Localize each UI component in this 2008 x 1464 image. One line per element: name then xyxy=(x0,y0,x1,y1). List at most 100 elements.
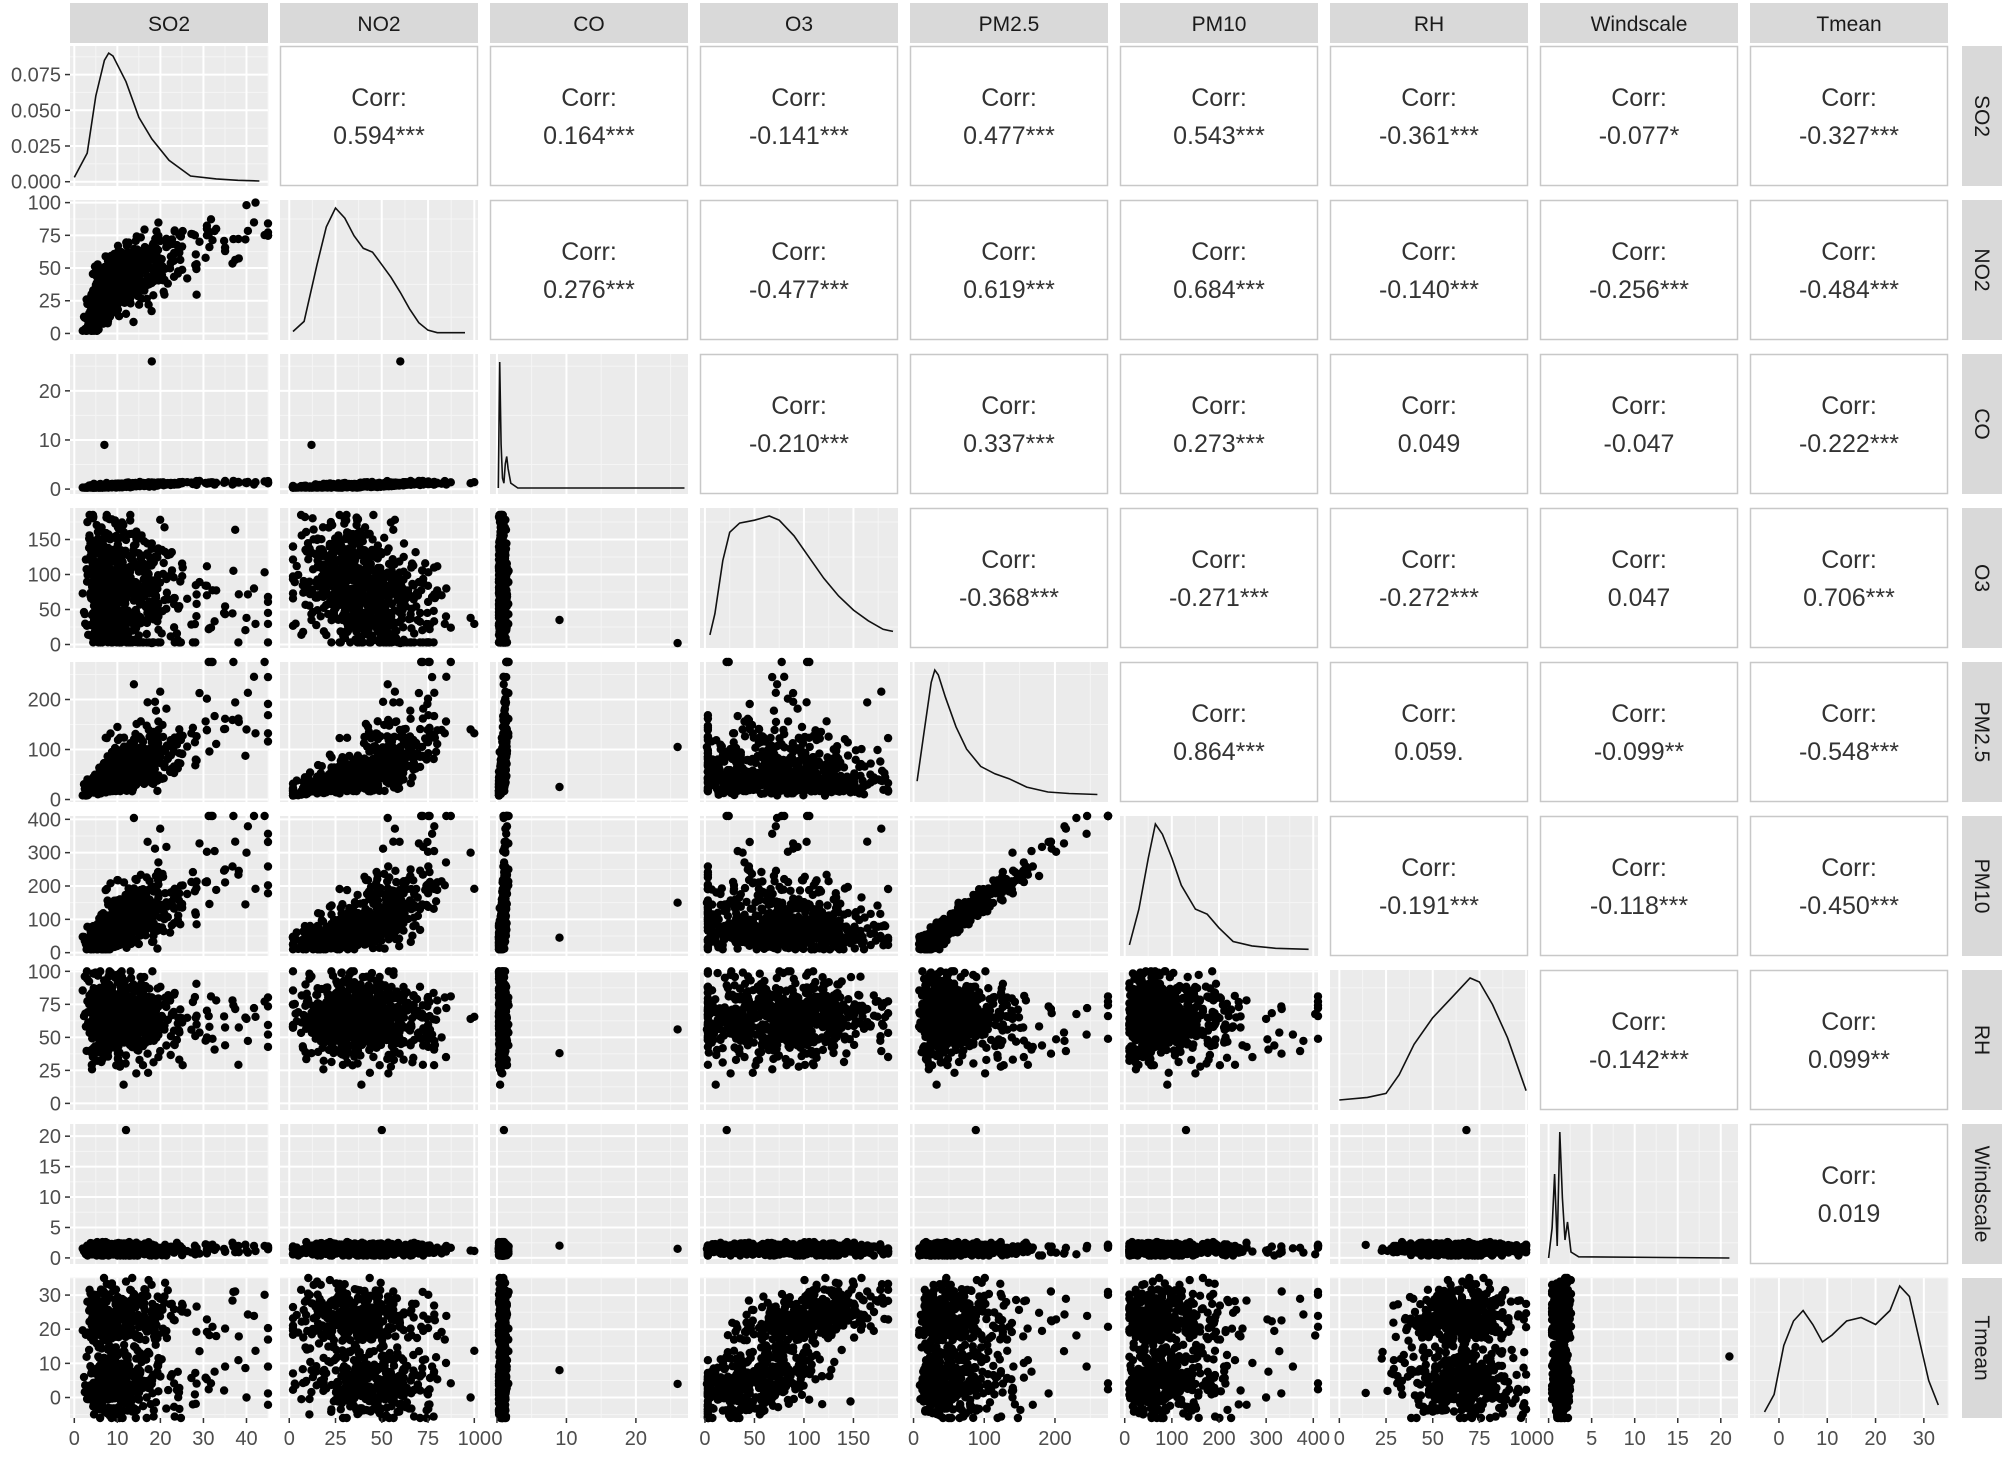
scatter-point xyxy=(442,584,451,593)
scatter-point xyxy=(159,287,168,296)
row-strip-label: O3 xyxy=(1970,564,1993,592)
scatter-point xyxy=(290,578,299,587)
scatter-point xyxy=(144,300,153,309)
scatter-point xyxy=(234,590,243,599)
scatter-point xyxy=(188,230,198,239)
scatter-point xyxy=(219,236,229,246)
scatter-point xyxy=(129,589,139,598)
scatter-point xyxy=(350,612,359,622)
scatter-point xyxy=(429,563,439,572)
scatter-point xyxy=(111,308,121,317)
scatter-point xyxy=(496,527,505,537)
corr-label: Corr: xyxy=(1401,546,1457,574)
corr-panel xyxy=(489,199,689,341)
corr-label: Corr: xyxy=(561,84,617,112)
corr-value: 0.477*** xyxy=(963,122,1055,150)
scatter-point xyxy=(147,610,157,619)
scatter-point xyxy=(121,535,131,545)
corr-label: Corr: xyxy=(771,392,827,420)
row-strip-label: Tmean xyxy=(1970,1315,1993,1380)
scatter-point xyxy=(241,235,250,244)
scatter-point xyxy=(94,305,103,314)
scatter-point xyxy=(192,260,201,269)
corr-panel xyxy=(1749,199,1949,341)
corr-label: Corr: xyxy=(1191,546,1247,574)
scatter-point xyxy=(263,672,273,682)
row-strip xyxy=(1962,508,2002,648)
scatter-point xyxy=(127,579,136,589)
scatter-point xyxy=(131,540,140,549)
scatter-point xyxy=(234,234,243,244)
scatter-point xyxy=(288,589,298,598)
scatter-point xyxy=(354,482,364,491)
scatter-point xyxy=(212,739,221,749)
scatter-point xyxy=(191,480,200,489)
scatter-point xyxy=(210,711,219,721)
scatter-point xyxy=(383,599,393,608)
scatter-point xyxy=(301,527,311,537)
corr-panel xyxy=(1329,507,1529,649)
corr-panel xyxy=(1749,507,1949,649)
scatter-point xyxy=(102,271,112,280)
scatter-point xyxy=(288,483,298,492)
scatter-point xyxy=(119,572,128,582)
scatter-point xyxy=(166,570,176,579)
plot-panel xyxy=(490,354,688,494)
scatter-point xyxy=(328,520,337,530)
scatter-point xyxy=(385,638,394,647)
corr-value: -0.256*** xyxy=(1589,276,1689,304)
scatter-point xyxy=(380,533,389,542)
corr-panel xyxy=(699,353,899,495)
scatter-point xyxy=(228,259,237,268)
scatter-point xyxy=(100,615,109,625)
plot-panel xyxy=(280,200,478,340)
scatter-point xyxy=(395,568,404,577)
scatter-point xyxy=(400,480,409,489)
scatter-points xyxy=(78,198,273,335)
scatter-point xyxy=(251,478,260,487)
scatter-point xyxy=(147,357,156,366)
scatter-point xyxy=(229,657,238,667)
corr-value: -0.327*** xyxy=(1799,122,1899,150)
scatter-point xyxy=(116,596,126,605)
corr-value: -0.484*** xyxy=(1799,276,1899,304)
scatter-point xyxy=(424,479,433,488)
scatter-point xyxy=(160,523,169,532)
scatter-point xyxy=(308,482,317,491)
scatter-point xyxy=(260,568,269,577)
scatter-point xyxy=(327,638,336,647)
row-strip-label: PM10 xyxy=(1970,859,1993,914)
scatter-point xyxy=(121,480,131,489)
scatter-point xyxy=(298,627,308,637)
corr-panel xyxy=(1539,353,1739,495)
row-strip-label: PM2.5 xyxy=(1970,702,1993,763)
scatter-point xyxy=(121,624,131,634)
corr-panel xyxy=(1119,353,1319,495)
scatter-point xyxy=(208,657,217,667)
scatter-point xyxy=(336,540,345,549)
scatter-point xyxy=(496,552,505,561)
corr-value: 0.594*** xyxy=(333,122,425,150)
scatter-point xyxy=(343,621,353,630)
scatter-point xyxy=(263,479,273,488)
column-strip xyxy=(700,3,898,43)
scatter-point xyxy=(157,270,167,280)
scatter-point xyxy=(188,638,198,647)
scatter-point xyxy=(107,281,116,290)
corr-label: Corr: xyxy=(981,546,1037,574)
corr-value: 0.047 xyxy=(1608,584,1671,612)
corr-value: 0.684*** xyxy=(1173,276,1265,304)
scatter-point xyxy=(132,245,142,254)
scatter-point xyxy=(202,562,212,571)
scatter-point xyxy=(108,258,117,267)
scatter-point xyxy=(108,638,117,647)
corr-label: Corr: xyxy=(1821,84,1877,112)
scatter-point xyxy=(408,579,417,589)
corr-label: Corr: xyxy=(1821,392,1877,420)
scatter-point xyxy=(243,590,253,599)
scatter-point xyxy=(309,525,318,534)
scatter-point xyxy=(131,236,140,246)
scatter-point xyxy=(499,624,509,634)
scatter-point xyxy=(140,225,149,234)
scatter-point xyxy=(388,555,397,564)
